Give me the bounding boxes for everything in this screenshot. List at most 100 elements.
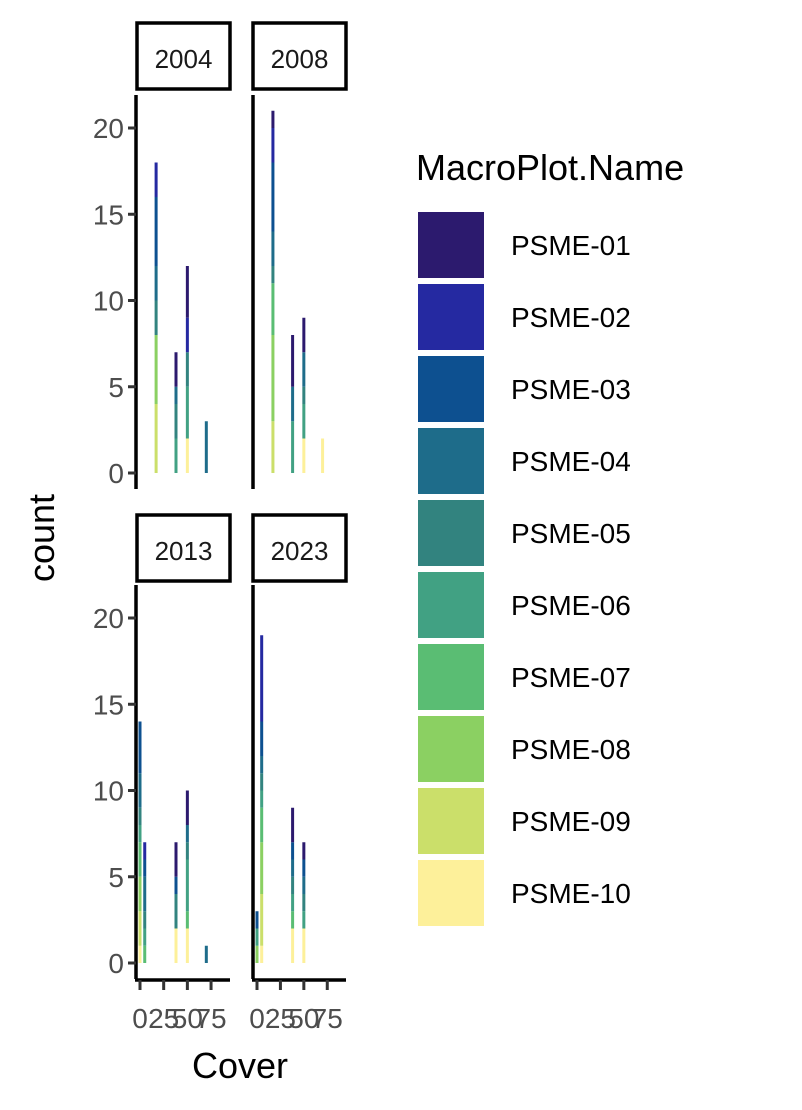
bar-segment-psme-06 bbox=[255, 928, 259, 946]
bar-segment-psme-01 bbox=[185, 790, 189, 825]
x-tick-label: 75 bbox=[312, 1003, 343, 1034]
bar-segment-psme-04 bbox=[302, 352, 306, 387]
legend: MacroPlot.Name PSME-01 PSME-02 PSME-03 PSME… bbox=[416, 147, 684, 926]
bar-segment-psme-09 bbox=[154, 404, 158, 473]
legend-label: PSME-10 bbox=[511, 878, 631, 909]
y-tick-label: 10 bbox=[93, 286, 124, 317]
bar-segment-psme-03 bbox=[291, 842, 295, 860]
bar-segment-psme-06 bbox=[185, 859, 189, 912]
bar-segment-psme-06 bbox=[302, 404, 306, 439]
x-tick-label: 0 bbox=[249, 1003, 265, 1034]
bar-segment-psme-09 bbox=[260, 894, 264, 946]
bars bbox=[255, 635, 306, 963]
legend-label: PSME-05 bbox=[511, 518, 631, 549]
bar-segment-psme-04 bbox=[204, 945, 208, 963]
x-tick-label: 0 bbox=[132, 1003, 148, 1034]
bar-segment-psme-04 bbox=[260, 756, 264, 774]
bar-segment-psme-08 bbox=[271, 335, 275, 422]
x-tick-label: 25 bbox=[265, 1003, 296, 1034]
bar-segment-psme-01 bbox=[174, 842, 178, 877]
y-tick-label: 20 bbox=[93, 603, 124, 634]
legend-label: PSME-07 bbox=[511, 662, 631, 693]
legend-label: PSME-01 bbox=[511, 230, 631, 261]
bar-segment-psme-10 bbox=[185, 928, 189, 963]
bar-segment-psme-05 bbox=[185, 842, 189, 860]
bar-segment-psme-06 bbox=[143, 928, 147, 946]
bars bbox=[271, 110, 325, 473]
legend-swatch-psme-03 bbox=[418, 356, 484, 422]
y-tick-label: 0 bbox=[108, 948, 124, 979]
legend-swatch-psme-04 bbox=[418, 428, 484, 494]
bar-segment-psme-06 bbox=[185, 386, 189, 439]
bar-segment-psme-03 bbox=[271, 162, 275, 232]
legend-label: PSME-08 bbox=[511, 734, 631, 765]
bar-segment-psme-06 bbox=[174, 438, 178, 473]
y-tick-label: 15 bbox=[93, 689, 124, 720]
bars bbox=[154, 162, 208, 473]
bar-segment-psme-07 bbox=[138, 842, 142, 877]
bar-segment-psme-06 bbox=[260, 790, 264, 808]
bar-segment-psme-10 bbox=[138, 945, 142, 963]
bar-segment-psme-08 bbox=[154, 335, 158, 404]
bar-segment-psme-03 bbox=[138, 721, 142, 774]
bar-segment-psme-02 bbox=[185, 317, 189, 353]
legend-label: PSME-09 bbox=[511, 806, 631, 837]
bar-segment-psme-02 bbox=[143, 842, 147, 860]
bar-segment-psme-04 bbox=[271, 231, 275, 266]
legend-label: PSME-04 bbox=[511, 446, 631, 477]
bar-segment-psme-01 bbox=[291, 335, 295, 387]
bar-segment-psme-07 bbox=[260, 807, 264, 843]
facet-2008: 2008 bbox=[251, 21, 348, 489]
bar-segment-psme-02 bbox=[271, 128, 275, 163]
bar-segment-psme-06 bbox=[302, 911, 306, 929]
legend-title: MacroPlot.Name bbox=[416, 147, 684, 188]
bar-segment-psme-05 bbox=[143, 911, 147, 929]
bar-segment-psme-07 bbox=[291, 911, 295, 929]
bar-segment-psme-05 bbox=[302, 894, 306, 912]
bar-segment-psme-10 bbox=[260, 945, 264, 963]
bar-segment-psme-10 bbox=[174, 928, 178, 963]
bar-segment-psme-01 bbox=[302, 842, 306, 860]
bar-segment-psme-04 bbox=[291, 859, 295, 877]
x-tick-label: 50 bbox=[172, 1003, 203, 1034]
bar-segment-psme-10 bbox=[302, 438, 306, 473]
y-tick-label: 20 bbox=[93, 113, 124, 144]
bar-segment-psme-09 bbox=[271, 421, 275, 473]
bar-segment-psme-05 bbox=[260, 773, 264, 791]
legend-label: PSME-02 bbox=[511, 302, 631, 333]
facet-strip-box bbox=[135, 513, 232, 583]
legend-swatch-psme-09 bbox=[418, 788, 484, 854]
bar-segment-psme-01 bbox=[174, 352, 178, 387]
bar-segment-psme-05 bbox=[174, 404, 178, 439]
legend-label: PSME-03 bbox=[511, 374, 631, 405]
bar-segment-psme-05 bbox=[138, 807, 142, 825]
bar-segment-psme-03 bbox=[174, 876, 178, 894]
facet-strip-label: 2004 bbox=[155, 44, 213, 74]
x-axis-title: Cover bbox=[192, 1045, 288, 1086]
bar-segment-psme-01 bbox=[291, 807, 295, 843]
y-tick-label: 15 bbox=[93, 199, 124, 230]
bar-segment-psme-04 bbox=[154, 266, 158, 301]
x-tick-label: 25 bbox=[148, 1003, 179, 1034]
bar-segment-psme-10 bbox=[291, 928, 295, 963]
bar-segment-psme-04 bbox=[174, 386, 178, 404]
bar-segment-psme-08 bbox=[260, 842, 264, 894]
facet-strip-box bbox=[251, 513, 348, 583]
bar-segment-psme-09 bbox=[138, 911, 142, 946]
y-tick-label: 10 bbox=[93, 776, 124, 807]
bar-segment-psme-06 bbox=[291, 894, 295, 912]
bar-segment-psme-04 bbox=[143, 876, 147, 912]
axis-titles: Cover count bbox=[21, 494, 288, 1086]
bars bbox=[138, 721, 208, 963]
bar-segment-psme-04 bbox=[291, 386, 295, 422]
facet-strip-label: 2008 bbox=[271, 44, 329, 74]
bar-segment-psme-08 bbox=[138, 876, 142, 912]
bar-segment-psme-10 bbox=[185, 438, 189, 473]
bar-segment-psme-02 bbox=[260, 635, 264, 722]
bar-segment-psme-07 bbox=[185, 911, 189, 929]
legend-label: PSME-06 bbox=[511, 590, 631, 621]
